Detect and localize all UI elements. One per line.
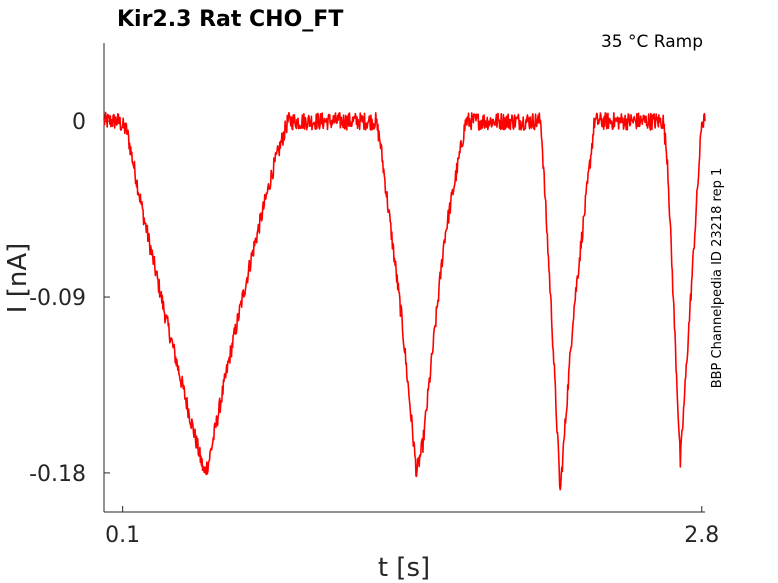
current-trace-line [103, 111, 706, 491]
y-tick-label: -0.09 [29, 286, 86, 311]
chart-title: Kir2.3 Rat CHO_FT [117, 7, 343, 32]
plot-area [103, 111, 706, 491]
y-tick-label: -0.18 [29, 462, 86, 487]
x-axis: 0.1 2.8 [104, 506, 719, 548]
y-axis-label: I [nA] [3, 243, 33, 313]
x-tick-label: 0.1 [105, 523, 140, 548]
chart-subtitle: 35 °C Ramp [601, 32, 703, 52]
y-axis: 0 -0.09 -0.18 [29, 43, 110, 512]
x-tick-label: 2.8 [684, 523, 719, 548]
channelpedia-id-label: BBP Channelpedia ID 23218 rep 1 [710, 168, 725, 389]
y-tick-label: 0 [72, 110, 86, 135]
x-axis-label: t [s] [378, 553, 430, 583]
